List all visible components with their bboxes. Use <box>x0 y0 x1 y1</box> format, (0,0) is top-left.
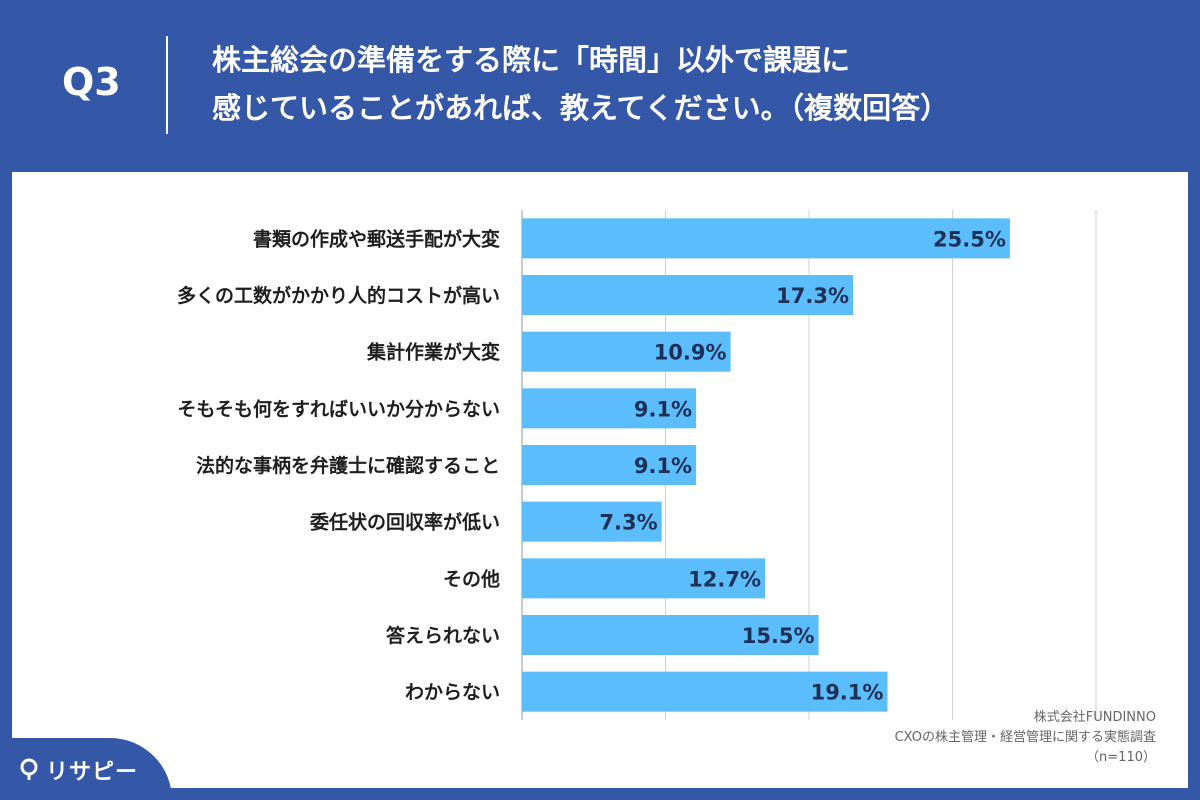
value-label: 9.1% <box>634 454 692 478</box>
value-label: 19.1% <box>811 681 884 705</box>
question-line-2: 感じていることがあれば、教えてください。（複数回答） <box>212 91 950 125</box>
source-survey: CXOの株主管理・経営管理に関する実態調査 <box>894 730 1156 745</box>
chart-panel: 書類の作成や郵送手配が大変 25.5% 多くの工数がかかり人的コストが高い 17.3%… <box>12 172 1188 788</box>
bar-chart: 書類の作成や郵送手配が大変 25.5% 多くの工数がかかり人的コストが高い 17.3%… <box>177 210 1097 720</box>
source-note: 株式会社FUNDINNO CXOの株主管理・経営管理に関する実態調査 （n=11… <box>895 708 1156 768</box>
brand-badge: リサピー <box>0 738 172 800</box>
bar <box>522 615 819 655</box>
category-label: 多くの工数がかかり人的コストが高い <box>177 284 500 307</box>
value-label: 17.3% <box>776 284 849 308</box>
bar <box>522 388 697 429</box>
question-line-1: 株主総会の準備をする際に「時間」以外で課題に <box>212 43 851 77</box>
value-label: 9.1% <box>634 397 692 421</box>
source-sample-size: （n=110） <box>1086 750 1156 765</box>
source-company: 株式会社FUNDINNO <box>1033 710 1156 725</box>
value-label: 25.5% <box>933 227 1006 251</box>
header-divider <box>166 36 168 134</box>
category-label: 集計作業が大変 <box>366 341 500 364</box>
category-label: 答えられない <box>386 624 500 647</box>
value-label: 7.3% <box>599 511 657 535</box>
brand-logo-icon <box>20 758 38 780</box>
bar <box>522 501 662 542</box>
question-text: 株主総会の準備をする際に「時間」以外で課題に 感じていることがあれば、教えてくだ… <box>212 36 1172 132</box>
category-label: 委任状の回収率が低い <box>309 511 500 534</box>
bar <box>522 218 1010 259</box>
value-label: 10.9% <box>654 341 727 365</box>
bar <box>522 275 854 315</box>
category-label: 法的な事柄を弁護士に確認すること <box>196 454 500 477</box>
category-label: その他 <box>443 567 500 590</box>
value-label: 15.5% <box>742 624 815 648</box>
bar <box>522 445 697 485</box>
category-label: わからない <box>405 682 500 704</box>
value-label: 12.7% <box>688 567 761 591</box>
brand-name: リサピー <box>46 760 139 785</box>
bar <box>522 671 888 712</box>
category-label: 書類の作成や郵送手配が大変 <box>253 227 500 250</box>
category-label: そもそも何をすればいいか分からない <box>177 397 500 420</box>
question-number: Q3 <box>62 60 121 104</box>
bar <box>522 558 765 599</box>
bar <box>522 331 731 372</box>
